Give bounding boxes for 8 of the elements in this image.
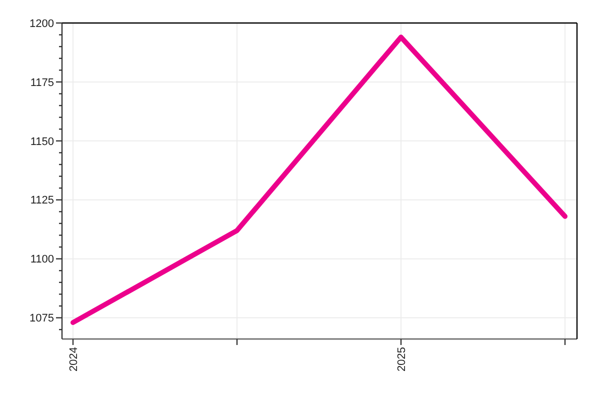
- y-tick-label: 1150: [30, 136, 54, 148]
- y-tick-label: 1100: [30, 254, 54, 266]
- y-tick-label: 1125: [30, 194, 54, 207]
- y-tick-label: 1175: [30, 76, 54, 89]
- x-tick-label: 2024: [68, 347, 80, 372]
- x-tick-label: 2025: [396, 347, 408, 372]
- y-tick-label: 1200: [30, 18, 54, 30]
- y-tick-label: 1075: [30, 312, 54, 325]
